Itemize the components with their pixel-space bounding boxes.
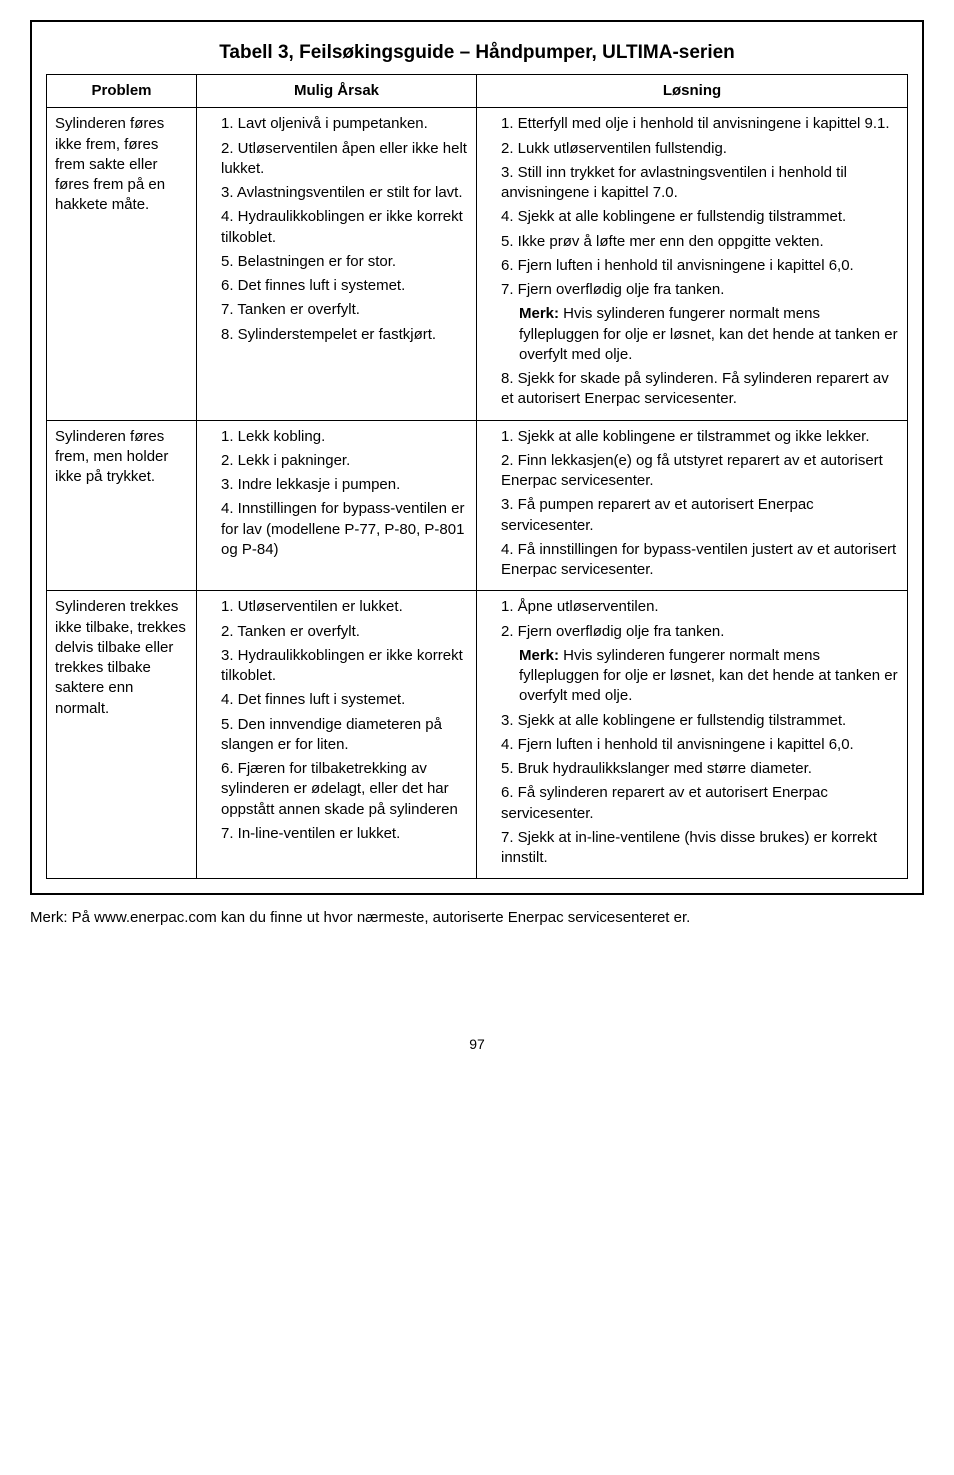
cause-item: 4. Det finnes luft i systemet. xyxy=(221,690,468,710)
cause-item: 2. Lekk i pakninger. xyxy=(221,451,468,471)
cell-solution: 1. Etterfyll med olje i henhold til anvi… xyxy=(477,108,908,420)
solution-item: 4. Sjekk at alle koblingene er fullstend… xyxy=(501,207,899,227)
solution-item: 6. Fjern luften i henhold til anvisninge… xyxy=(501,256,899,276)
solution-item: 3. Få pumpen reparert av et autorisert E… xyxy=(501,495,899,536)
cause-item: 6. Det finnes luft i systemet. xyxy=(221,276,468,296)
cell-solution: 1. Sjekk at alle koblingene er tilstramm… xyxy=(477,420,908,591)
solution-item: 4. Fjern luften i henhold til anvisninge… xyxy=(501,735,899,755)
solution-item: 2. Fjern overflødig olje fra tanken. xyxy=(501,622,899,642)
cause-item: 2. Utløserventilen åpen eller ikke helt … xyxy=(221,139,468,180)
solution-item: 1. Sjekk at alle koblingene er tilstramm… xyxy=(501,427,899,447)
table-row: Sylinderen føres frem, men holder ikke p… xyxy=(47,420,908,591)
table-body: Sylinderen føres ikke frem, føres frem s… xyxy=(47,108,908,879)
cell-cause: 1. Utløserventilen er lukket. 2. Tanken e… xyxy=(197,591,477,879)
cause-item: 7. In-line-ventilen er lukket. xyxy=(221,824,468,844)
cause-item: 5. Den innvendige diameteren på slangen … xyxy=(221,715,468,756)
solution-item: Merk: Hvis sylinderen fungerer normalt m… xyxy=(501,646,899,707)
solution-item: 1. Åpne utløserventilen. xyxy=(501,597,899,617)
solution-item: 5. Ikke prøv å løfte mer enn den oppgitt… xyxy=(501,232,899,252)
solution-item: 2. Lukk utløserventilen fullstendig. xyxy=(501,139,899,159)
solution-item: 1. Etterfyll med olje i henhold til anvi… xyxy=(501,114,899,134)
solution-item: 2. Finn lekkasjen(e) og få utstyret repa… xyxy=(501,451,899,492)
page-number: 97 xyxy=(30,1036,924,1052)
cell-problem: Sylinderen trekkes ikke tilbake, trekkes… xyxy=(47,591,197,879)
cell-problem: Sylinderen føres ikke frem, føres frem s… xyxy=(47,108,197,420)
cause-item: 6. Fjæren for tilbaketrekking av sylinde… xyxy=(221,759,468,820)
cause-item: 4. Innstillingen for bypass-ventilen er … xyxy=(221,499,468,560)
solution-item: 6. Få sylinderen reparert av et autorise… xyxy=(501,783,899,824)
header-problem: Problem xyxy=(47,75,197,108)
solution-item: 3. Sjekk at alle koblingene er fullstend… xyxy=(501,711,899,731)
cause-item: 3. Avlastningsventilen er stilt for lavt… xyxy=(221,183,468,203)
troubleshooting-table: Problem Mulig Årsak Løsning Sylinderen f… xyxy=(46,74,908,879)
header-cause: Mulig Årsak xyxy=(197,75,477,108)
solution-item: Merk: Hvis sylinderen fungerer normalt m… xyxy=(501,304,899,365)
solution-item: 5. Bruk hydraulikkslanger med større dia… xyxy=(501,759,899,779)
cell-cause: 1. Lavt oljenivå i pumpetanken. 2. Utløse… xyxy=(197,108,477,420)
cause-item: 3. Indre lekkasje i pumpen. xyxy=(221,475,468,495)
header-solution: Løsning xyxy=(477,75,908,108)
solution-item: 7. Fjern overflødig olje fra tanken. xyxy=(501,280,899,300)
table-frame: Tabell 3, Feilsøkingsguide – Håndpumper,… xyxy=(30,20,924,895)
solution-item: 8. Sjekk for skade på sylinderen. Få syl… xyxy=(501,369,899,410)
cell-problem: Sylinderen føres frem, men holder ikke p… xyxy=(47,420,197,591)
cause-item: 2. Tanken er overfylt. xyxy=(221,622,468,642)
cause-item: 7. Tanken er overfylt. xyxy=(221,300,468,320)
table-title: Tabell 3, Feilsøkingsguide – Håndpumper,… xyxy=(46,42,908,64)
solution-item: 3. Still inn trykket for avlastningsvent… xyxy=(501,163,899,204)
cause-item: 1. Lavt oljenivå i pumpetanken. xyxy=(221,114,468,134)
table-row: Sylinderen trekkes ikke tilbake, trekkes… xyxy=(47,591,908,879)
cause-item: 1. Utløserventilen er lukket. xyxy=(221,597,468,617)
solution-item: 4. Få innstillingen for bypass-ventilen … xyxy=(501,540,899,581)
cause-item: 5. Belastningen er for stor. xyxy=(221,252,468,272)
cause-item: 8. Sylinderstempelet er fastkjørt. xyxy=(221,325,468,345)
cause-item: 3. Hydraulikkoblingen er ikke korrekt ti… xyxy=(221,646,468,687)
cause-item: 1. Lekk kobling. xyxy=(221,427,468,447)
solution-item: 7. Sjekk at in-line-ventilene (hvis diss… xyxy=(501,828,899,869)
footnote: Merk: På www.enerpac.com kan du finne ut… xyxy=(30,909,924,926)
cause-item: 4. Hydraulikkoblingen er ikke korrekt ti… xyxy=(221,207,468,248)
cell-solution: 1. Åpne utløserventilen. 2. Fjern overflø… xyxy=(477,591,908,879)
table-row: Sylinderen føres ikke frem, føres frem s… xyxy=(47,108,908,420)
cell-cause: 1. Lekk kobling. 2. Lekk i pakninger. 3. I… xyxy=(197,420,477,591)
